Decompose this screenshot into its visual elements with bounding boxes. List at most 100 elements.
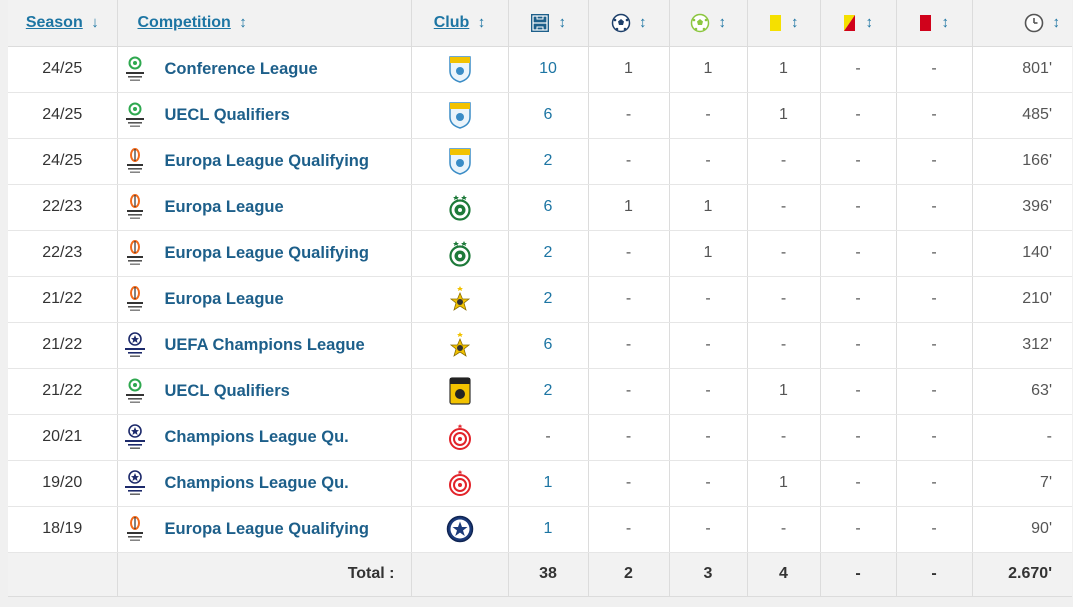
sheriff-crest-icon[interactable] bbox=[447, 332, 473, 357]
table-row: 20/21 Champions League Qu. - - - - - - - bbox=[8, 414, 1072, 461]
lineup-icon[interactable] bbox=[530, 13, 550, 33]
competition-cell: Europa League Qualifying bbox=[117, 230, 412, 277]
ionikos-crest-icon[interactable] bbox=[448, 148, 472, 175]
season-cell: 22/23 bbox=[8, 184, 118, 231]
appearances-cell[interactable]: 6 bbox=[508, 92, 589, 139]
sort-season-link[interactable]: Season bbox=[25, 13, 83, 31]
red-cards-cell: - bbox=[896, 506, 973, 553]
europa-league-logo-icon[interactable] bbox=[124, 239, 146, 269]
minutes-cell: - bbox=[972, 414, 1072, 461]
europa-league-logo-icon[interactable] bbox=[124, 515, 146, 545]
competition-link[interactable]: Europa League Qualifying bbox=[164, 519, 369, 538]
champions-league-logo-icon[interactable] bbox=[124, 469, 146, 499]
champions-league-logo-icon[interactable] bbox=[124, 331, 146, 361]
clock-icon[interactable] bbox=[1024, 13, 1044, 33]
header-assists[interactable]: ↕ bbox=[669, 0, 748, 47]
sort-icon[interactable]: ↕ bbox=[239, 13, 247, 31]
sort-competition-link[interactable]: Competition bbox=[137, 13, 231, 31]
europa-league-logo-icon[interactable] bbox=[124, 147, 146, 177]
season-cell: 22/23 bbox=[8, 230, 118, 277]
appearances-cell[interactable]: 2 bbox=[508, 230, 589, 277]
appearances-cell[interactable]: 6 bbox=[508, 322, 589, 369]
ball-icon[interactable] bbox=[611, 13, 631, 33]
header-competition[interactable]: Competition ↕ bbox=[117, 0, 412, 47]
season-cell: 21/22 bbox=[8, 368, 118, 415]
atromitos-crest-icon[interactable] bbox=[446, 515, 474, 543]
appearances-cell[interactable]: 1 bbox=[508, 460, 589, 507]
header-red-cards[interactable]: ↕ bbox=[896, 0, 973, 47]
olympiacos-crest-icon[interactable] bbox=[448, 470, 472, 496]
sort-icon[interactable]: ↕ bbox=[477, 13, 486, 31]
table-row: 24/25 Europa League Qualifying 2- - - - -166' bbox=[8, 138, 1072, 185]
second-yellow-card-icon[interactable] bbox=[843, 14, 857, 32]
yellow-cards-cell: - bbox=[747, 276, 821, 323]
goals-cell: - bbox=[588, 322, 670, 369]
competition-link[interactable]: Champions League Qu. bbox=[164, 427, 349, 446]
europa-league-logo-icon[interactable] bbox=[124, 193, 146, 223]
assists-cell: - bbox=[669, 414, 748, 461]
club-cell bbox=[411, 46, 509, 93]
minutes-cell: 63' bbox=[972, 368, 1072, 415]
sort-club-link[interactable]: Club bbox=[433, 13, 470, 31]
appearances-cell[interactable]: 2 bbox=[508, 138, 589, 185]
aris-crest-icon[interactable] bbox=[448, 377, 471, 405]
yellow-card-icon[interactable] bbox=[769, 14, 783, 32]
conference-league-logo-icon[interactable] bbox=[124, 101, 146, 131]
appearances-cell[interactable]: 2 bbox=[508, 368, 589, 415]
red-card-icon[interactable] bbox=[919, 14, 933, 32]
goals-cell: - bbox=[588, 506, 670, 553]
header-minutes[interactable]: ↕ bbox=[972, 0, 1072, 47]
competition-link[interactable]: Europa League bbox=[164, 197, 284, 216]
competition-link[interactable]: Europa League Qualifying bbox=[164, 151, 369, 170]
ionikos-crest-icon[interactable] bbox=[448, 56, 472, 83]
header-season[interactable]: Season ↓ bbox=[8, 0, 118, 47]
competition-link[interactable]: Conference League bbox=[164, 59, 318, 78]
ionikos-crest-icon[interactable] bbox=[448, 102, 472, 129]
sort-icon[interactable]: ↕ bbox=[638, 13, 647, 31]
assist-ball-icon[interactable] bbox=[690, 13, 710, 33]
champions-league-logo-icon[interactable] bbox=[124, 423, 146, 453]
minutes-cell: 210' bbox=[972, 276, 1072, 323]
olympiacos-crest-icon[interactable] bbox=[448, 424, 472, 450]
conference-league-logo-icon[interactable] bbox=[124, 55, 146, 85]
appearances-cell[interactable]: 6 bbox=[508, 184, 589, 231]
omonoia-crest-icon[interactable] bbox=[447, 241, 473, 267]
sort-icon[interactable]: ↕ bbox=[865, 13, 873, 31]
total-red-cards: - bbox=[896, 552, 973, 597]
competition-link[interactable]: UEFA Champions League bbox=[164, 335, 365, 354]
assists-cell: - bbox=[669, 368, 748, 415]
yellow-cards-cell: - bbox=[747, 230, 821, 277]
club-cell bbox=[411, 184, 509, 231]
total-assists: 3 bbox=[669, 552, 748, 597]
performance-table: Season ↓ Competition ↕ Club ↕ ↕ bbox=[8, 0, 1072, 597]
sort-desc-icon[interactable]: ↓ bbox=[91, 13, 99, 31]
appearances-cell[interactable]: 10 bbox=[508, 46, 589, 93]
header-appearances[interactable]: ↕ bbox=[508, 0, 589, 47]
header-second-yellow[interactable]: ↕ bbox=[820, 0, 897, 47]
red-cards-cell: - bbox=[896, 184, 973, 231]
omonoia-crest-icon[interactable] bbox=[447, 195, 473, 221]
sort-icon[interactable]: ↕ bbox=[790, 13, 799, 31]
header-goals[interactable]: ↕ bbox=[588, 0, 670, 47]
header-club[interactable]: Club ↕ bbox=[411, 0, 509, 47]
header-yellow-cards[interactable]: ↕ bbox=[747, 0, 821, 47]
sort-icon[interactable]: ↕ bbox=[1052, 13, 1061, 31]
sheriff-crest-icon[interactable] bbox=[447, 286, 473, 311]
appearances-cell[interactable]: 1 bbox=[508, 506, 589, 553]
minutes-cell: 312' bbox=[972, 322, 1072, 369]
sort-icon[interactable]: ↕ bbox=[718, 13, 726, 31]
table-row: 18/19 Europa League Qualifying 1- - - - -90' bbox=[8, 506, 1072, 553]
conference-league-logo-icon[interactable] bbox=[124, 377, 146, 407]
minutes-cell: 7' bbox=[972, 460, 1072, 507]
competition-link[interactable]: Europa League Qualifying bbox=[164, 243, 369, 262]
sort-icon[interactable]: ↕ bbox=[941, 13, 949, 31]
competition-link[interactable]: UECL Qualifiers bbox=[164, 381, 290, 400]
competition-link[interactable]: Champions League Qu. bbox=[164, 473, 349, 492]
appearances-cell[interactable]: 2 bbox=[508, 276, 589, 323]
competition-link[interactable]: Europa League bbox=[164, 289, 284, 308]
competition-link[interactable]: UECL Qualifiers bbox=[164, 105, 290, 124]
sort-icon[interactable]: ↕ bbox=[558, 13, 566, 31]
europa-league-logo-icon[interactable] bbox=[124, 285, 146, 315]
competition-cell: Champions League Qu. bbox=[117, 414, 412, 461]
yellow-cards-cell: 1 bbox=[747, 368, 821, 415]
